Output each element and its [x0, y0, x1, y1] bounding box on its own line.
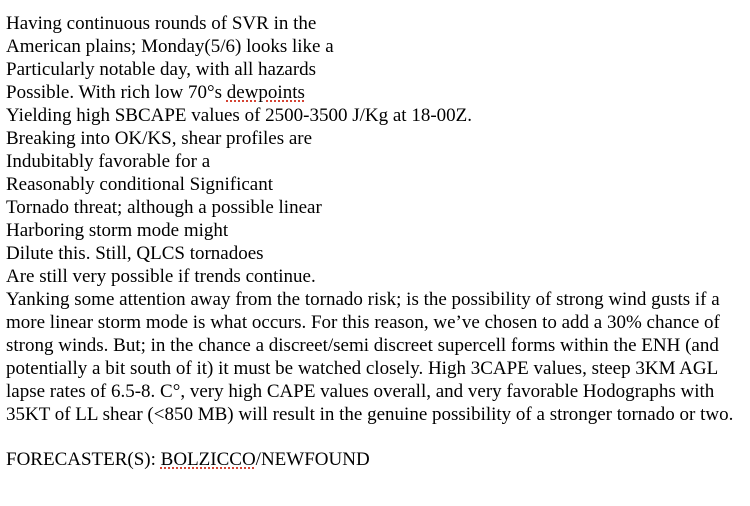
signature-name: /NEWFOUND	[256, 449, 370, 470]
text-line: Dilute this. Still, QLCS tornadoes	[6, 242, 744, 265]
signature-label: FORECASTER(S):	[6, 449, 161, 470]
spell-error-word: dewpoints	[227, 82, 305, 103]
text-line: Tornado threat; although a possible line…	[6, 196, 744, 219]
forecaster-signature: FORECASTER(S): BOLZICCO/NEWFOUND	[6, 448, 744, 471]
text-line: Yielding high SBCAPE values of 2500-3500…	[6, 104, 744, 127]
text-line: Harboring storm mode might	[6, 219, 744, 242]
text-fragment: Possible. With rich low 70°s	[6, 82, 227, 103]
text-line: American plains; Monday(5/6) looks like …	[6, 35, 744, 58]
text-line: Having continuous rounds of SVR in the	[6, 12, 744, 35]
text-line: Breaking into OK/KS, shear profiles are	[6, 127, 744, 150]
text-line: Reasonably conditional Significant	[6, 173, 744, 196]
spell-error-word: BOLZICCO	[161, 449, 256, 470]
forecast-document: Having continuous rounds of SVR in the A…	[0, 0, 750, 471]
text-line: Possible. With rich low 70°s dewpoints	[6, 81, 744, 104]
text-line: Are still very possible if trends contin…	[6, 265, 744, 288]
blank-line	[6, 426, 744, 448]
body-paragraph: Yanking some attention away from the tor…	[6, 288, 744, 426]
text-line: Particularly notable day, with all hazar…	[6, 58, 744, 81]
text-line: Indubitably favorable for a	[6, 150, 744, 173]
